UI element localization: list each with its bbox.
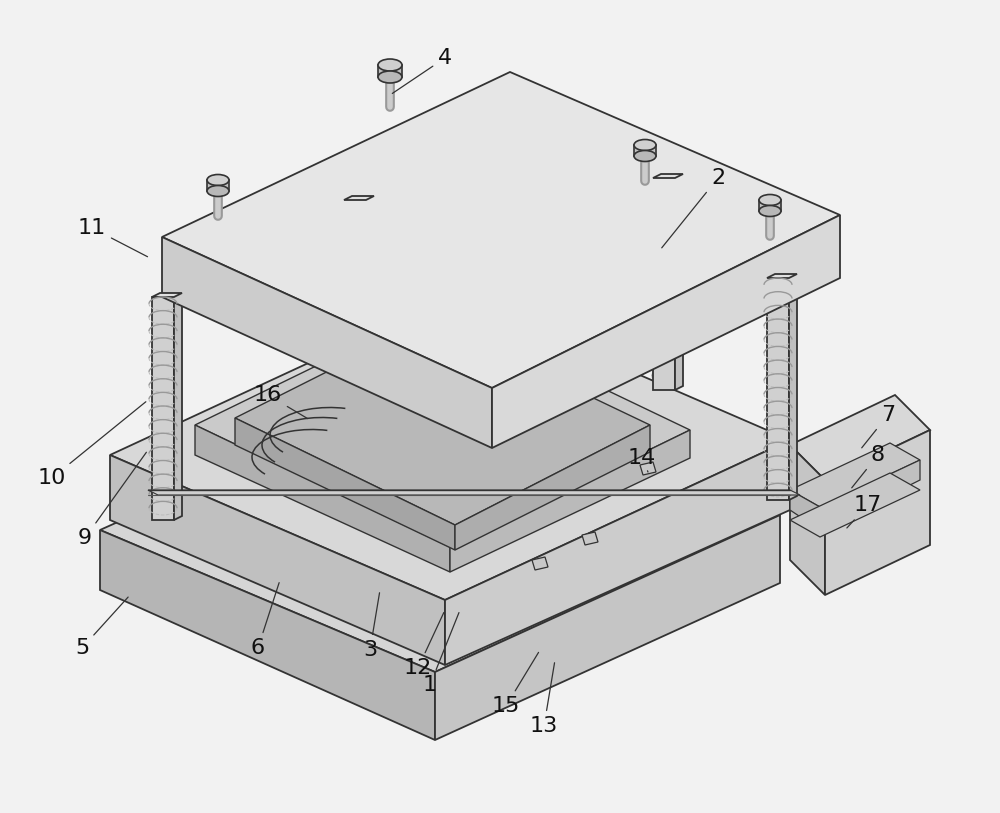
Polygon shape: [195, 425, 450, 572]
Polygon shape: [195, 308, 690, 547]
Polygon shape: [148, 490, 800, 495]
Text: 10: 10: [38, 402, 146, 488]
Ellipse shape: [759, 194, 781, 206]
Polygon shape: [640, 462, 656, 475]
Polygon shape: [207, 180, 229, 191]
Text: 15: 15: [492, 652, 539, 716]
Polygon shape: [767, 278, 789, 500]
Polygon shape: [450, 430, 690, 572]
Polygon shape: [653, 174, 683, 178]
Ellipse shape: [634, 150, 656, 162]
Polygon shape: [100, 375, 780, 672]
Text: 2: 2: [662, 168, 725, 248]
Polygon shape: [344, 196, 374, 200]
Polygon shape: [789, 274, 797, 500]
Polygon shape: [235, 418, 455, 550]
Polygon shape: [675, 174, 683, 390]
Polygon shape: [790, 473, 920, 537]
Polygon shape: [455, 425, 650, 550]
Text: 16: 16: [254, 385, 308, 419]
Ellipse shape: [759, 206, 781, 216]
Polygon shape: [759, 200, 781, 211]
Polygon shape: [634, 145, 656, 156]
Text: 12: 12: [404, 612, 444, 678]
Polygon shape: [825, 430, 930, 595]
Text: 13: 13: [530, 663, 558, 736]
Polygon shape: [110, 295, 790, 600]
Text: 8: 8: [852, 445, 885, 488]
Ellipse shape: [207, 175, 229, 185]
Polygon shape: [152, 297, 174, 520]
Polygon shape: [653, 178, 675, 390]
Polygon shape: [344, 200, 366, 415]
Text: 9: 9: [78, 452, 146, 548]
Polygon shape: [820, 460, 920, 530]
Polygon shape: [532, 557, 548, 570]
Polygon shape: [582, 532, 598, 545]
Polygon shape: [366, 196, 374, 415]
Text: 17: 17: [847, 495, 882, 528]
Text: 4: 4: [392, 48, 452, 93]
Polygon shape: [174, 293, 182, 520]
Polygon shape: [235, 320, 650, 525]
Polygon shape: [110, 455, 445, 665]
Text: 7: 7: [862, 405, 895, 448]
Text: 3: 3: [363, 593, 380, 660]
Polygon shape: [378, 65, 402, 77]
Polygon shape: [790, 443, 920, 507]
Ellipse shape: [378, 59, 402, 71]
Polygon shape: [767, 274, 797, 278]
Polygon shape: [790, 445, 825, 595]
Polygon shape: [162, 237, 492, 448]
Polygon shape: [435, 515, 780, 740]
Polygon shape: [162, 72, 840, 388]
Polygon shape: [445, 440, 790, 665]
Polygon shape: [790, 395, 930, 480]
Text: 1: 1: [423, 612, 459, 695]
Ellipse shape: [207, 185, 229, 197]
Polygon shape: [790, 490, 820, 530]
Text: 11: 11: [78, 218, 148, 257]
Text: 5: 5: [75, 597, 128, 658]
Ellipse shape: [634, 140, 656, 150]
Text: 14: 14: [628, 448, 656, 472]
Polygon shape: [492, 215, 840, 448]
Polygon shape: [152, 293, 182, 297]
Ellipse shape: [378, 71, 402, 83]
Polygon shape: [100, 530, 435, 740]
Text: 6: 6: [251, 583, 279, 658]
